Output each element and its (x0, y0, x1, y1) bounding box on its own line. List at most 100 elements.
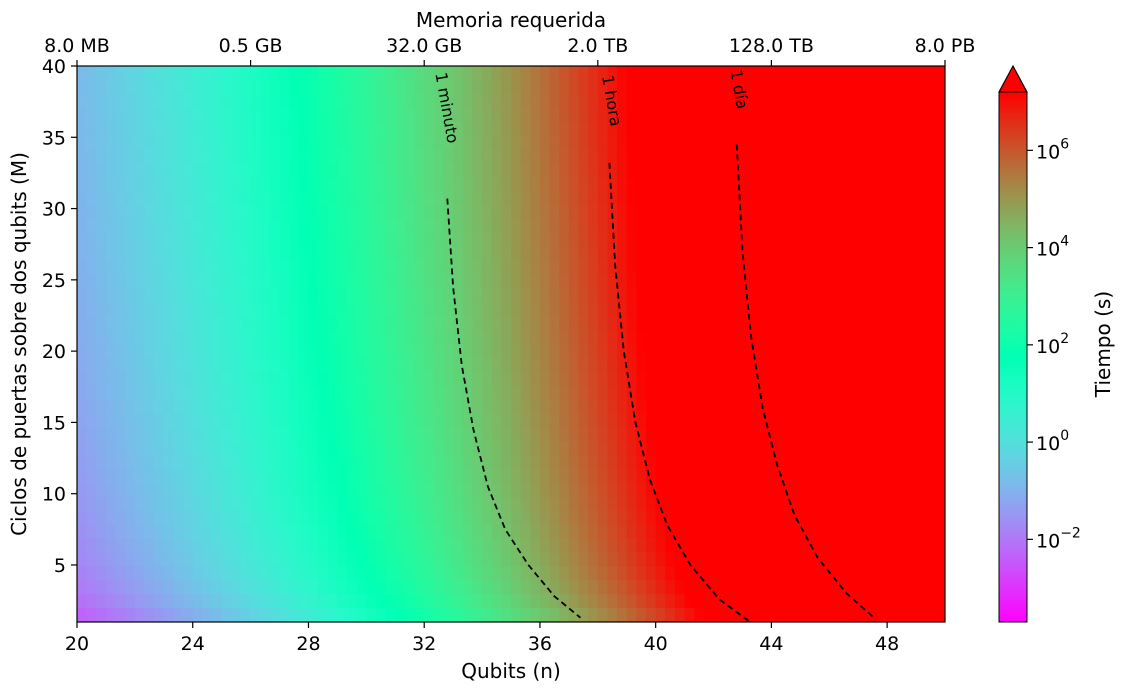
heatmap-cell (327, 330, 338, 345)
heatmap-cell (86, 163, 97, 178)
heatmap-cell (298, 385, 310, 401)
heatmap-cell (674, 496, 686, 512)
x-tick-label: 32 (412, 633, 436, 655)
heatmap-cell (154, 524, 165, 540)
heatmap-cell (366, 469, 377, 484)
heatmap-cell (163, 163, 175, 178)
heatmap-cell (655, 510, 666, 526)
heatmap-cell (559, 399, 570, 415)
heatmap-cell (655, 344, 666, 359)
heatmap-cell (703, 344, 715, 359)
heatmap-cell (337, 441, 348, 456)
heatmap-cell (511, 344, 522, 359)
heatmap-cell (356, 524, 367, 540)
heatmap-cell (694, 441, 705, 456)
heatmap-cell (819, 385, 830, 401)
heatmap-cell (501, 218, 512, 234)
heatmap-cell (568, 246, 580, 262)
heatmap-cell (115, 566, 126, 581)
heatmap-cell (925, 135, 936, 150)
heatmap-cell (491, 538, 502, 554)
heatmap-cell (713, 524, 724, 540)
heatmap-cell (530, 246, 541, 262)
heatmap-cell (202, 316, 213, 331)
heatmap-cell (105, 552, 117, 567)
heatmap-cell (163, 149, 175, 164)
heatmap-cell (896, 274, 908, 289)
heatmap-cell (404, 399, 416, 415)
heatmap-cell (192, 413, 203, 428)
heatmap-cell (105, 93, 117, 109)
heatmap-cell (144, 107, 155, 123)
heatmap-cell (356, 177, 367, 192)
heatmap-cell (713, 260, 724, 276)
heatmap-cell (269, 441, 281, 456)
heatmap-cell (761, 93, 772, 109)
heatmap-cell (848, 608, 859, 622)
heatmap-cell (347, 413, 358, 428)
heatmap-cell (674, 205, 686, 220)
heatmap-cell (404, 580, 416, 595)
heatmap-cell (713, 496, 724, 512)
heatmap-cell (86, 496, 97, 512)
heatmap-cell (134, 232, 146, 248)
heatmap-cell (501, 177, 512, 192)
heatmap-cell (192, 107, 203, 123)
heatmap-cell (838, 594, 850, 609)
heatmap-cell (327, 357, 338, 373)
heatmap-cell (337, 344, 348, 359)
heatmap-cell (279, 594, 290, 609)
heatmap-cell (356, 79, 367, 95)
heatmap-cell (819, 357, 830, 373)
heatmap-cell (134, 121, 146, 137)
heatmap-cell (723, 288, 734, 303)
heatmap-cell (771, 163, 782, 178)
heatmap-cell (347, 316, 358, 331)
heatmap-cell (289, 399, 300, 415)
heatmap-cell (192, 510, 203, 526)
heatmap-cell (752, 149, 763, 164)
heatmap-cell (395, 608, 406, 622)
heatmap-cell (549, 163, 560, 178)
heatmap-cell (539, 218, 551, 234)
heatmap-cell (462, 608, 474, 622)
heatmap-cell (308, 496, 319, 512)
heatmap-cell (906, 441, 917, 456)
heatmap-cell (183, 483, 194, 498)
heatmap-cell (800, 79, 811, 95)
heatmap-cell (424, 344, 435, 359)
heatmap-cell (838, 566, 850, 581)
heatmap-cell (703, 330, 715, 345)
heatmap-cell (790, 566, 801, 581)
heatmap-cell (491, 191, 502, 206)
heatmap-cell (713, 288, 724, 303)
heatmap-cell (212, 191, 223, 206)
heatmap-cell (559, 79, 570, 95)
heatmap-cell (742, 232, 753, 248)
heatmap-cell (433, 538, 445, 554)
heatmap-cell (925, 288, 936, 303)
heatmap-cell (289, 344, 300, 359)
heatmap-cell (781, 399, 792, 415)
heatmap-cell (723, 93, 734, 109)
heatmap-cell (597, 218, 609, 234)
heatmap-cell (366, 608, 377, 622)
heatmap-cell (597, 441, 609, 456)
heatmap-cell (337, 538, 348, 554)
heatmap-cell (154, 469, 165, 484)
heatmap-cell (260, 205, 271, 220)
heatmap-cell (848, 496, 859, 512)
heatmap-cell (655, 288, 666, 303)
heatmap-cell (636, 594, 647, 609)
heatmap-cell (549, 594, 560, 609)
heatmap-cell (144, 496, 155, 512)
heatmap-cell (173, 566, 184, 581)
heatmap-cell (501, 469, 512, 484)
heatmap-cell (404, 469, 416, 484)
heatmap-cell (491, 385, 502, 401)
heatmap-cell (221, 149, 232, 164)
heatmap-cell (752, 66, 763, 81)
heatmap-cell (607, 399, 618, 415)
heatmap-cell (674, 274, 686, 289)
heatmap-cell (925, 330, 936, 345)
